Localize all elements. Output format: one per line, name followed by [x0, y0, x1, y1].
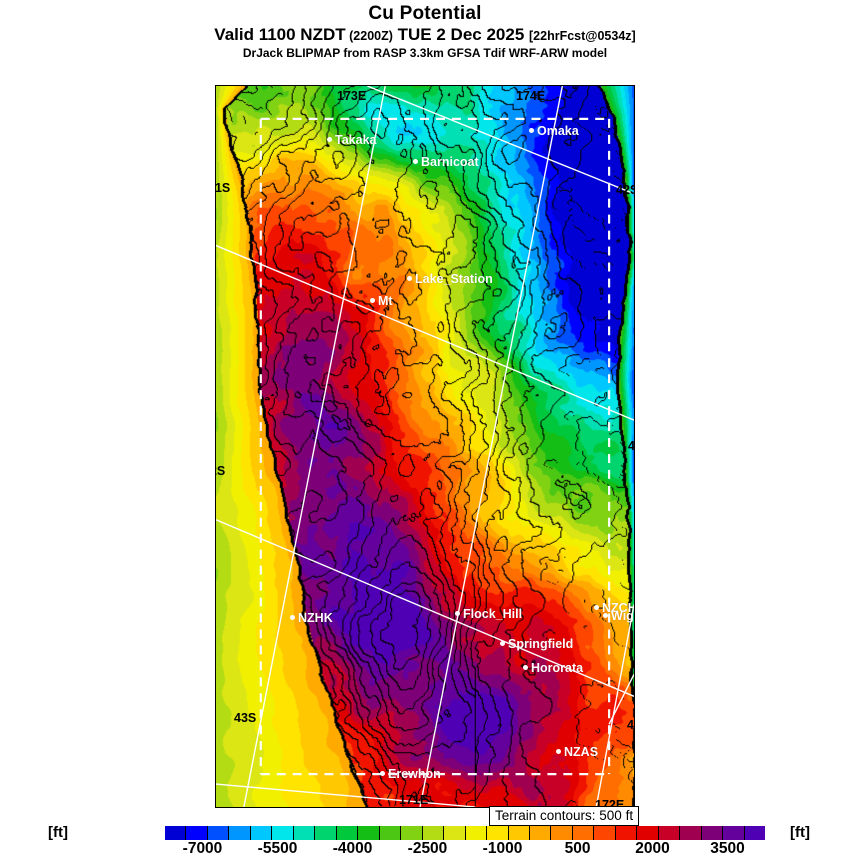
graticule-label: 42S	[216, 464, 226, 478]
colorbar-segment	[658, 826, 681, 840]
station-label: Barnicoat	[421, 155, 479, 169]
colorbar-segment	[379, 826, 402, 840]
valid-time-line: Valid 1100 NZDT (2200Z) TUE 2 Dec 2025 […	[0, 25, 850, 46]
station-label: NZHK	[298, 611, 333, 625]
colorbar-segment	[165, 826, 187, 840]
colorbar-segment	[594, 826, 616, 840]
colorbar-segment	[422, 826, 445, 840]
zulu-time: (2200Z)	[349, 29, 393, 43]
graticule-line	[243, 86, 386, 807]
colorbar-segment	[401, 826, 423, 840]
colorbar-tick-label: 3500	[710, 840, 745, 857]
station-label: Lake_Station	[415, 272, 493, 286]
map-panel[interactable]: Takaka Barnicoat Omaka Lake_Station Mt NZHK Fl…	[215, 85, 635, 808]
station-dot-icon	[529, 128, 534, 133]
graticule-label: 174E	[516, 89, 546, 103]
station-dot-icon	[523, 665, 528, 670]
station-dot-icon	[556, 749, 561, 754]
colorbar-segment	[680, 826, 702, 840]
station-label: Omaka	[537, 124, 579, 138]
station-dot-icon	[290, 615, 295, 620]
station-label: Springfield	[508, 637, 574, 651]
colorbar-segment	[229, 826, 251, 840]
graticule-label: 44S	[627, 718, 634, 732]
graticule-label: 43S	[628, 439, 635, 453]
colorbar-segment	[744, 826, 766, 840]
graticule-line	[216, 244, 634, 421]
colorbar-segment	[186, 826, 208, 840]
colorbar-segment	[315, 826, 337, 840]
station-label: Erewhon	[388, 767, 441, 781]
header: Cu Potential Valid 1100 NZDT (2200Z) TUE…	[0, 0, 850, 61]
colorbar-area: [ft] [ft] -7000 -5500 -4000 -2500 -1000 500 20…	[0, 824, 850, 860]
colorbar-segment	[615, 826, 638, 840]
station-label: Takaka	[335, 133, 377, 147]
colorbar-segment	[358, 826, 380, 840]
colorbar-tick-label: -1000	[482, 840, 523, 857]
station-dot-icon	[380, 771, 385, 776]
valid-time: Valid 1100 NZDT	[214, 25, 346, 44]
colorbar-tick-label: -5500	[257, 840, 298, 857]
valid-date: TUE 2 Dec 2025	[397, 25, 525, 44]
cu-potential-raster	[216, 86, 634, 807]
graticule-label: 171E	[399, 793, 429, 807]
station-dot-icon	[603, 613, 608, 618]
colorbar-segment	[487, 826, 509, 840]
graticule-label: 42S	[616, 183, 634, 197]
graticule-line	[595, 604, 634, 807]
station-label: NZAS	[564, 745, 599, 759]
colorbar-segment	[336, 826, 359, 840]
colorbar-segment	[508, 826, 530, 840]
station-dot-icon	[413, 159, 418, 164]
station-dot-icon	[327, 137, 332, 142]
colorbar-segment	[637, 826, 659, 840]
colorbar-segment	[551, 826, 573, 840]
colorbar-unit-left: [ft]	[48, 824, 68, 841]
station-label: Wigram	[611, 609, 634, 623]
page-title: Cu Potential	[368, 3, 482, 24]
graticule-line	[367, 86, 634, 195]
station-label: Flock_Hill	[463, 607, 523, 621]
station-dot-icon	[594, 605, 599, 610]
colorbar-segment	[572, 826, 595, 840]
model-source: DrJack BLIPMAP from RASP 3.3km GFSA Tdif…	[242, 46, 608, 60]
colorbar	[165, 826, 766, 840]
colorbar-unit-right: [ft]	[790, 824, 810, 841]
colorbar-segment	[207, 826, 230, 840]
colorbar-segment	[723, 826, 745, 840]
station-label: Hororata	[531, 661, 584, 675]
colorbar-segment	[444, 826, 466, 840]
station-dot-icon	[407, 276, 412, 281]
graticule-label: 173E	[337, 89, 367, 103]
graticule-label: 41S	[215, 181, 231, 195]
station-label: Mt	[378, 294, 393, 308]
graticule-line	[419, 86, 564, 807]
terrain-contour-legend: Terrain contours: 500 ft	[489, 806, 640, 826]
colorbar-segment	[250, 826, 273, 840]
station-dot-icon	[500, 641, 505, 646]
graticule-line	[216, 519, 634, 697]
colorbar-tick-label: 2000	[635, 840, 670, 857]
terrain-contour-label: Terrain contours: 500 ft	[495, 808, 634, 823]
colorbar-segment	[465, 826, 488, 840]
graticule-label: 43S	[234, 711, 257, 725]
colorbar-segment	[272, 826, 294, 840]
forecast-age: [22hrFcst@0534z]	[529, 29, 636, 43]
graticule-line	[216, 783, 475, 807]
colorbar-tick-label: -4000	[332, 840, 373, 857]
station-label: NZCH	[602, 601, 635, 615]
station-dot-icon	[370, 298, 375, 303]
graticule-line	[608, 674, 634, 725]
colorbar-segment	[293, 826, 316, 840]
colorbar-ticks: -7000 -5500 -4000 -2500 -1000 500 2000 3500	[0, 840, 850, 860]
colorbar-tick-label: -2500	[407, 840, 448, 857]
colorbar-tick-label: 500	[564, 840, 591, 857]
colorbar-segment	[701, 826, 724, 840]
map-overlay	[216, 86, 634, 807]
colorbar-segment	[529, 826, 552, 840]
station-dot-icon	[455, 611, 460, 616]
graticule-label: 172E	[595, 798, 625, 808]
colorbar-tick-label: -7000	[182, 840, 223, 857]
